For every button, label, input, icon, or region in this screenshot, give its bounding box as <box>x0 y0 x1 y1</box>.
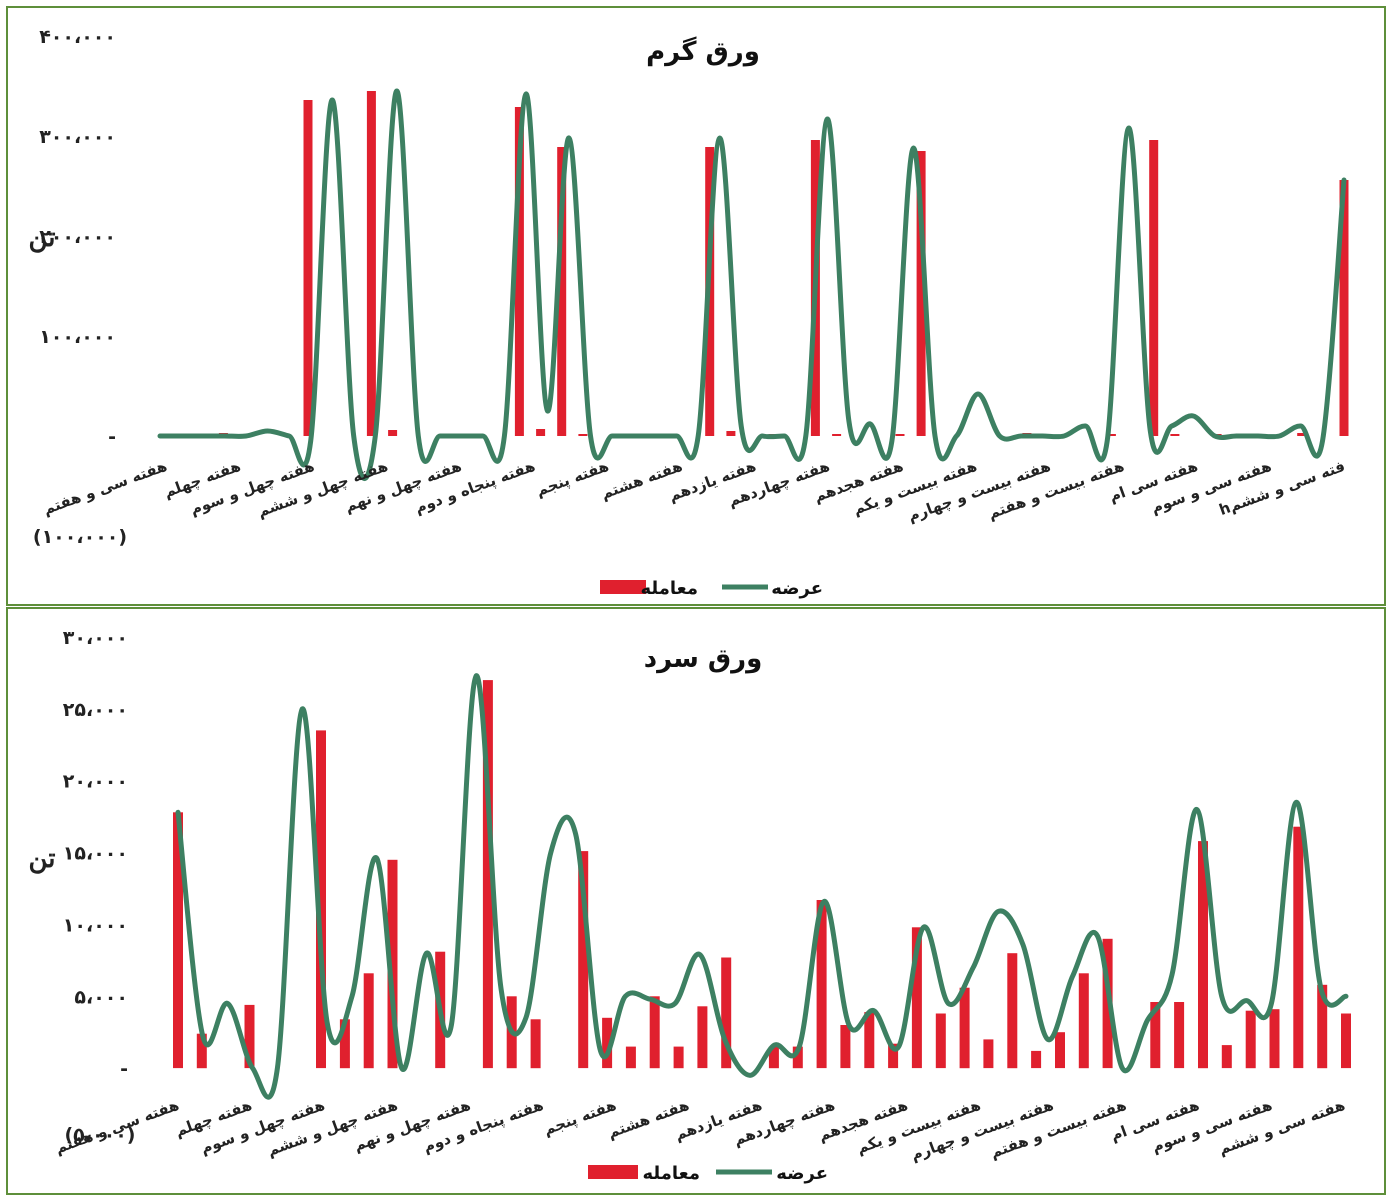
y-tick-label: ۵،۰۰۰ <box>74 986 128 1008</box>
bar-deal <box>1341 1013 1351 1069</box>
y-tick-label: ۳۰۰،۰۰۰ <box>39 126 116 148</box>
legend-label-deal: معامله <box>643 1163 700 1184</box>
bar-deal <box>602 1017 613 1069</box>
legend: معامله عرضه <box>588 1163 828 1184</box>
bar-deal <box>1317 984 1328 1069</box>
bar-deal <box>1007 953 1018 1069</box>
y-tick-label: ۲۰۰،۰۰۰ <box>39 226 116 248</box>
bar-deal <box>768 1046 779 1069</box>
bar-deal <box>649 996 660 1069</box>
bar-deal <box>316 730 326 1069</box>
series-line-supply <box>175 673 1349 1100</box>
y-axis-label: تن <box>28 223 55 253</box>
y-tick-label: ۴۰۰،۰۰۰ <box>39 26 116 48</box>
y-axis-label: تن <box>28 844 55 874</box>
bar-deal <box>1170 434 1180 436</box>
legend-swatch-deal <box>588 1165 638 1179</box>
bar-deal <box>339 1019 350 1069</box>
bar-deal <box>173 812 183 1069</box>
bar-deal <box>366 91 376 436</box>
y-tick-label: ۱۰،۰۰۰ <box>63 914 128 936</box>
bar-deal <box>983 1039 994 1069</box>
bar-deal <box>959 987 970 1069</box>
y-tick-label: ۳۰،۰۰۰ <box>63 627 128 649</box>
x-tick-label: هفته سی و هفتم <box>41 457 170 519</box>
legend-swatch-deal <box>600 580 646 594</box>
chart-panel-cold-sheet: ورق سرد تن (۵،۰۰۰) - ۵،۰۰۰ ۱۰،۰۰۰ ۱۵،۰۰۰ ۲۰،… <box>6 607 1386 1195</box>
y-axis-min-label: (۱۰۰،۰۰۰) <box>33 526 127 548</box>
bar-deal <box>726 431 736 436</box>
bar-deal <box>387 859 398 1069</box>
bar-deal <box>1174 1002 1185 1069</box>
bar-deal <box>1198 841 1208 1069</box>
bar-deal <box>1031 1050 1042 1069</box>
bar-deal <box>557 147 567 436</box>
x-tick-label: هفته سی و ششم <box>1216 1096 1347 1158</box>
bar-deal <box>1297 433 1307 436</box>
y-tick-label: ۲۰،۰۰۰ <box>63 771 128 793</box>
bar-deal <box>625 1046 636 1069</box>
bar-deal <box>864 1012 875 1069</box>
bar-deal <box>196 1033 207 1069</box>
bar-deal <box>916 151 926 436</box>
bar-deal <box>1055 1032 1065 1069</box>
chart-title: ورق گرم <box>646 36 760 67</box>
bar-deal <box>578 851 589 1069</box>
chart-cold-sheet: ورق سرد تن (۵،۰۰۰) - ۵،۰۰۰ ۱۰،۰۰۰ ۱۵،۰۰۰ ۲۰،… <box>28 627 1351 1184</box>
bar-deal <box>1221 1045 1232 1069</box>
bar-deal <box>1150 1002 1161 1069</box>
bar-deal <box>935 1013 946 1069</box>
bar-deal <box>303 100 313 436</box>
bar-deal <box>1149 140 1159 436</box>
bar-deal <box>530 1019 541 1069</box>
bar-deal <box>792 1046 803 1069</box>
legend-label-supply: عرضه <box>776 1163 828 1184</box>
x-tick-label: هفته پنجم <box>534 457 612 501</box>
bar-deal <box>832 434 842 436</box>
bar-deal <box>1293 826 1304 1069</box>
bar-deal <box>244 1004 255 1069</box>
y-tick-label: ۱۵،۰۰۰ <box>63 843 128 865</box>
chart-title: ورق سرد <box>644 644 763 674</box>
y-tick-label: - <box>120 1058 128 1080</box>
bar-deal <box>721 957 732 1069</box>
y-tick-label: ۲۵،۰۰۰ <box>63 699 128 721</box>
legend-label-supply: عرضه <box>771 578 823 599</box>
y-tick-label: ۱۰۰،۰۰۰ <box>39 326 116 348</box>
bar-deal <box>514 107 524 436</box>
bar-deal <box>816 900 827 1069</box>
x-tick-label: hفته سی و ششم <box>1217 457 1348 519</box>
bar-deal <box>673 1046 684 1069</box>
bar-deal <box>1078 973 1089 1069</box>
chart-panel-hot-sheet: ورق گرم تن (۱۰۰،۰۰۰) - ۱۰۰،۰۰۰ ۲۰۰،۰۰۰ ۳۰۰،… <box>6 6 1386 606</box>
bar-deal <box>888 1043 899 1069</box>
bar-deal <box>895 434 905 436</box>
legend: معامله عرضه <box>600 578 823 599</box>
bar-deal <box>578 434 588 436</box>
bar-deal <box>911 927 922 1069</box>
legend-label-deal: معامله <box>641 578 698 599</box>
y-axis-min-label: (۵،۰۰۰) <box>65 1124 136 1146</box>
bar-deal <box>1339 180 1349 436</box>
bar-deal <box>388 430 398 436</box>
bar-deal <box>1269 1009 1280 1069</box>
series-line-supply <box>157 88 1347 482</box>
chart-hot-sheet: ورق گرم تن (۱۰۰،۰۰۰) - ۱۰۰،۰۰۰ ۲۰۰،۰۰۰ ۳۰۰،… <box>28 26 1349 599</box>
y-tick-label: - <box>108 426 116 448</box>
bar-deal <box>1245 1010 1256 1069</box>
bar-deal <box>1106 434 1116 436</box>
bar-deal <box>840 1025 851 1069</box>
bar-deal <box>363 973 374 1069</box>
bar-deal <box>536 429 546 436</box>
bar-deal <box>482 680 493 1069</box>
bar-deal <box>697 1006 708 1069</box>
